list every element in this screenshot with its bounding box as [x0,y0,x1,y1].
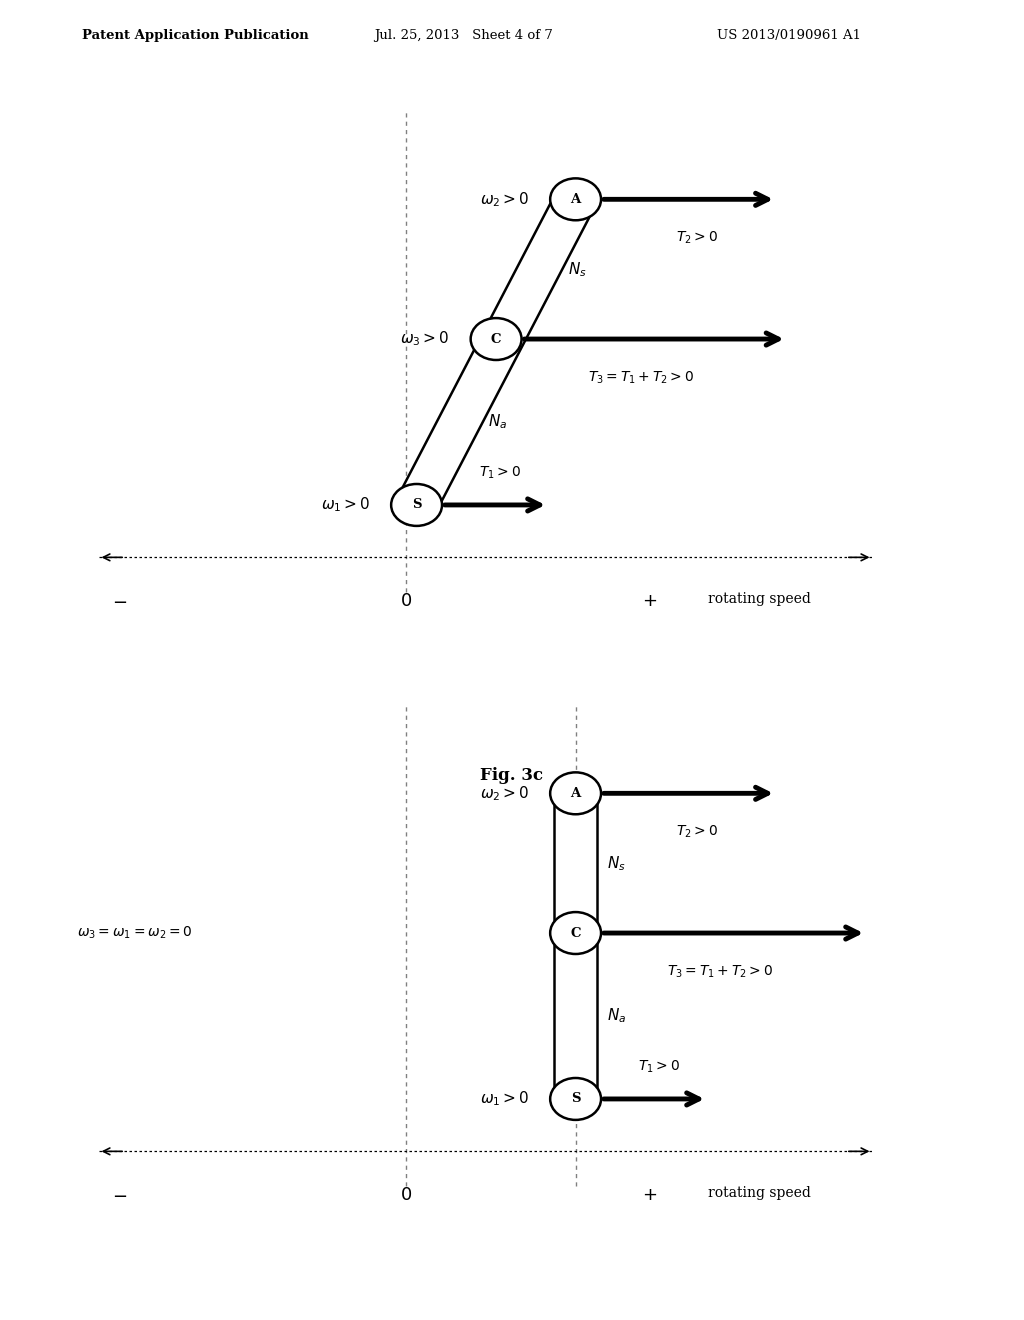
Text: S: S [570,1093,581,1105]
Text: $0$: $0$ [400,593,412,610]
Circle shape [471,318,521,360]
Text: $\omega_3>0$: $\omega_3>0$ [400,330,450,348]
Text: $0$: $0$ [400,1187,412,1204]
Text: C: C [570,927,581,940]
Text: $N_s$: $N_s$ [567,260,587,279]
Text: $+$: $+$ [642,1187,657,1204]
Text: $-$: $-$ [113,1187,127,1204]
Circle shape [550,772,601,814]
Text: $T_3=T_1+T_2>0$: $T_3=T_1+T_2>0$ [588,370,694,385]
Text: $\omega_3=\omega_1=\omega_2=0$: $\omega_3=\omega_1=\omega_2=0$ [78,925,193,941]
Text: rotating speed: rotating speed [709,1187,811,1200]
Circle shape [550,1078,601,1119]
Text: US 2013/0190961 A1: US 2013/0190961 A1 [717,29,861,42]
Text: C: C [490,333,502,346]
Text: $N_a$: $N_a$ [488,413,507,432]
Circle shape [550,178,601,220]
Circle shape [391,484,442,525]
Polygon shape [554,793,597,1100]
Polygon shape [397,193,595,512]
Text: S: S [412,499,421,511]
Text: $T_1>0$: $T_1>0$ [638,1059,680,1074]
Text: $T_3=T_1+T_2>0$: $T_3=T_1+T_2>0$ [668,964,773,979]
Text: rotating speed: rotating speed [709,593,811,606]
Text: $\omega_1>0$: $\omega_1>0$ [321,495,370,515]
Text: $+$: $+$ [642,593,657,610]
Text: Jul. 25, 2013   Sheet 4 of 7: Jul. 25, 2013 Sheet 4 of 7 [374,29,553,42]
Text: $N_a$: $N_a$ [607,1007,627,1026]
Text: $\omega_2>0$: $\omega_2>0$ [479,190,529,209]
Text: A: A [570,193,581,206]
Text: $T_1>0$: $T_1>0$ [479,465,521,480]
Text: Patent Application Publication: Patent Application Publication [82,29,308,42]
Circle shape [550,912,601,954]
Text: A: A [570,787,581,800]
Text: $T_2>0$: $T_2>0$ [676,230,718,247]
Text: Fig. 3c: Fig. 3c [480,767,544,784]
Text: $N_s$: $N_s$ [607,854,626,873]
Text: $-$: $-$ [113,593,127,610]
Text: $T_2>0$: $T_2>0$ [676,824,718,841]
Text: $\omega_2>0$: $\omega_2>0$ [479,784,529,803]
Text: $\omega_1>0$: $\omega_1>0$ [479,1089,529,1109]
